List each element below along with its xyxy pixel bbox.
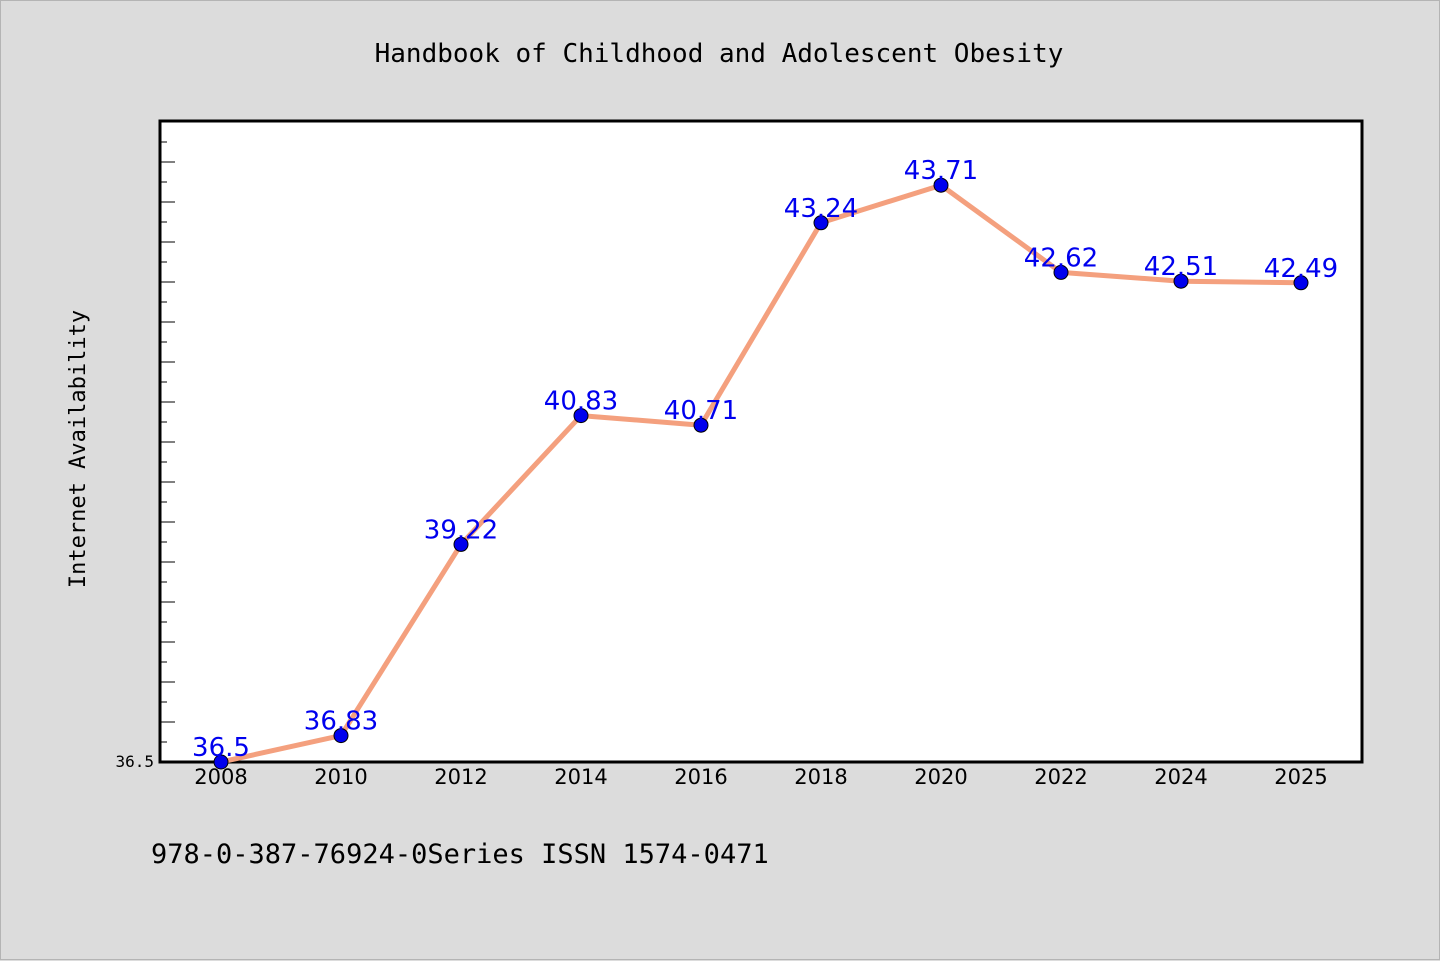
data-label: 43.24 (784, 194, 858, 224)
y-tick-label: 36.5 (115, 752, 154, 771)
data-label: 43.71 (904, 156, 978, 186)
y-axis-label: Internet Availability (66, 310, 91, 588)
data-point (693, 417, 709, 433)
x-tick-label: 2010 (314, 765, 367, 789)
series-markers (213, 177, 1309, 770)
footer-text: 978-0-387-76924-0Series ISSN 1574-0471 (151, 839, 769, 870)
data-label: 42.49 (1264, 254, 1338, 284)
data-label: 42.62 (1024, 243, 1098, 273)
series-line (218, 182, 1304, 765)
x-tick-label: 2012 (434, 765, 487, 789)
y-axis-ticks (160, 141, 175, 743)
data-label: 42.51 (1144, 252, 1218, 282)
data-label: 36.83 (304, 707, 378, 737)
data-point (1293, 275, 1309, 291)
x-tick-label: 2024 (1154, 765, 1207, 789)
data-point (573, 408, 589, 424)
data-label: 39.22 (424, 515, 498, 545)
plot-area (158, 119, 1364, 764)
data-label: 36.5 (192, 733, 250, 763)
x-axis-tick-labels: 2008 2010 2012 2014 2016 2018 2020 2022 2024 2025 (194, 765, 1327, 789)
x-tick-label: 2018 (794, 765, 847, 789)
data-label: 40.71 (664, 396, 738, 426)
x-tick-label: 2020 (914, 765, 967, 789)
data-label: 40.83 (544, 387, 618, 417)
data-point (453, 536, 469, 552)
data-point (1053, 264, 1069, 280)
data-point (213, 754, 229, 770)
data-point (933, 177, 949, 193)
x-tick-label: 2022 (1034, 765, 1087, 789)
x-tick-label: 2016 (674, 765, 727, 789)
x-tick-label: 2014 (554, 765, 607, 789)
data-point (1173, 273, 1189, 289)
chart-title: Handbook of Childhood and Adolescent Obe… (375, 39, 1064, 69)
x-tick-label: 2025 (1274, 765, 1327, 789)
data-labels: 36.5 36.83 39.22 40.83 40.71 43.24 43.71 42.62 4… (192, 156, 1338, 763)
data-point (813, 215, 829, 231)
data-point (333, 728, 349, 744)
